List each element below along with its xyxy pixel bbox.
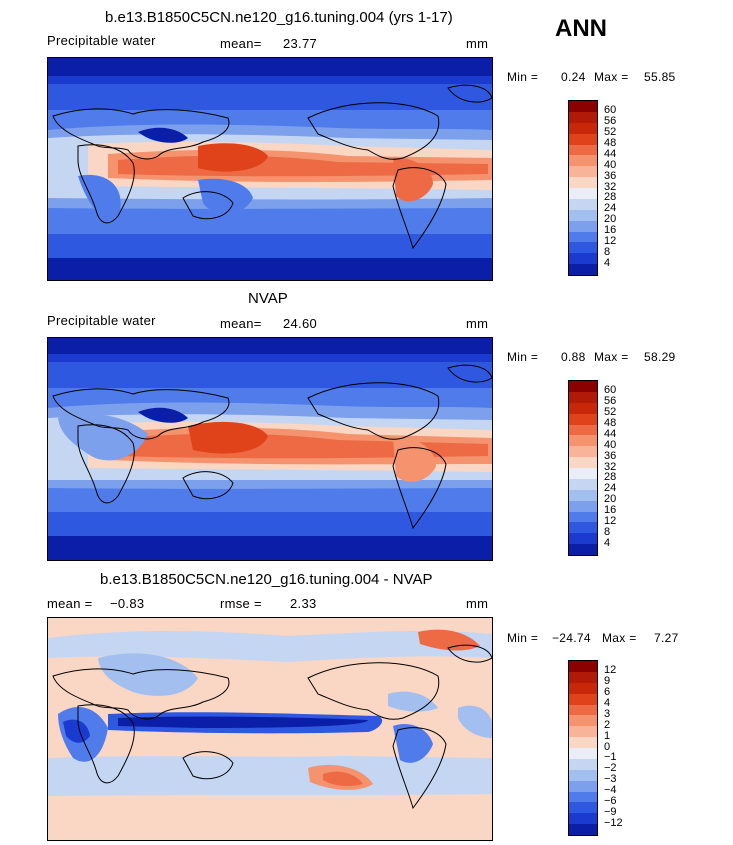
colorbar-1-tick-label: 32: [604, 181, 617, 193]
colorbar-2-tick-label: 52: [604, 406, 617, 418]
panel-3-min-value: −24.74: [552, 631, 591, 645]
panel-1-min-label: Min =: [507, 70, 539, 84]
colorbar-3-tick-label: 4: [604, 697, 611, 709]
colorbar-3-tick-label: 3: [604, 708, 611, 720]
panel-2-title: NVAP: [248, 290, 288, 307]
panel-3-title: b.e13.B1850C5CN.ne120_g16.tuning.004 - N…: [100, 571, 433, 588]
panel-2-min-value: 0.88: [561, 350, 586, 364]
colorbar-1-tick-label: 52: [604, 126, 617, 138]
colorbar-3-tick-label: −6: [604, 795, 617, 807]
colorbar-2-tick-label: 28: [604, 471, 617, 483]
colorbar-3-tick-label: −9: [604, 806, 617, 818]
colorbar-2-tick-label: 20: [604, 493, 617, 505]
colorbar-3-tick-label: −12: [604, 817, 623, 829]
panel-1-map-graphic: [48, 58, 492, 280]
colorbar-1-tick-label: 24: [604, 202, 617, 214]
panel-2-mean-value: 24.60: [283, 316, 318, 331]
panel-3-max-value: 7.27: [654, 631, 679, 645]
colorbar-2-tick-label: 24: [604, 482, 617, 494]
colorbar-2-tick-label: 44: [604, 428, 617, 440]
colorbar-1-tick-label: 40: [604, 159, 617, 171]
colorbar-1-tick-label: 16: [604, 224, 617, 236]
colorbar-1-tick-label: 4: [604, 257, 611, 269]
panel-1-units: mm: [466, 36, 489, 51]
colorbar-1-tick-label: 44: [604, 148, 617, 160]
panel-1-max-value: 55.85: [644, 70, 676, 84]
colorbar-3-tick-label: −1: [604, 751, 617, 763]
panel-1-title: b.e13.B1850C5CN.ne120_g16.tuning.004 (yr…: [105, 9, 453, 26]
panel-2-units: mm: [466, 316, 489, 331]
colorbar-2-tick-label: 48: [604, 417, 617, 429]
colorbar-2-tick-label: 56: [604, 395, 617, 407]
panel-2-map: [47, 337, 493, 561]
colorbar-2-tick-label: 12: [604, 515, 617, 527]
panel-1-colorbar: [568, 100, 598, 276]
panel-2-mean-label: mean=: [220, 316, 262, 331]
panel-3-mean-label: mean =: [47, 596, 93, 611]
colorbar-2-tick-label: 36: [604, 450, 617, 462]
colorbar-3-tick-label: 6: [604, 686, 611, 698]
colorbar-3-tick-label: 1: [604, 730, 611, 742]
panel-2-min-label: Min =: [507, 350, 539, 364]
panel-3-map: [47, 617, 493, 841]
panel-1-max-label: Max =: [594, 70, 629, 84]
panel-3-max-label: Max =: [602, 631, 637, 645]
panel-3-min-label: Min =: [507, 631, 539, 645]
colorbar-3-tick-label: 12: [604, 664, 617, 676]
panel-3-units: mm: [466, 596, 489, 611]
colorbar-2-tick-label: 32: [604, 461, 617, 473]
colorbar-3-tick-label: −2: [604, 762, 617, 774]
colorbar-2-tick-label: 16: [604, 504, 617, 516]
panel-1-mean-value: 23.77: [283, 36, 318, 51]
panel-2-max-value: 58.29: [644, 350, 676, 364]
panel-3-mean-value: −0.83: [110, 596, 145, 611]
panel-3-rmse-label: rmse =: [220, 596, 262, 611]
panel-2-map-graphic: [48, 338, 492, 560]
panel-3-map-graphic: [48, 618, 492, 840]
colorbar-3-tick-label: 2: [604, 719, 611, 731]
panel-2-variable-label: Precipitable water: [47, 313, 156, 328]
colorbar-1-tick-label: 36: [604, 170, 617, 182]
panel-2-max-label: Max =: [594, 350, 629, 364]
panel-1-variable-label: Precipitable water: [47, 33, 156, 48]
panel-1-mean-label: mean=: [220, 36, 262, 51]
panel-3-rmse-value: 2.33: [290, 596, 317, 611]
panel-1-min-value: 0.24: [561, 70, 586, 84]
colorbar-1-tick-label: 28: [604, 191, 617, 203]
colorbar-3-tick-label: −3: [604, 773, 617, 785]
colorbar-3-tick-label: 9: [604, 675, 611, 687]
colorbar-2-tick-label: 60: [604, 384, 617, 396]
colorbar-2-tick-label: 8: [604, 526, 611, 538]
colorbar-2-tick-label: 40: [604, 439, 617, 451]
colorbar-1-tick-label: 8: [604, 246, 611, 258]
season-label: ANN: [555, 15, 607, 42]
colorbar-2-tick-label: 4: [604, 537, 611, 549]
colorbar-1-tick-label: 60: [604, 104, 617, 116]
colorbar-1-tick-label: 12: [604, 235, 617, 247]
colorbar-3-tick-label: −4: [604, 784, 617, 796]
panel-3-colorbar: [568, 660, 598, 836]
colorbar-1-tick-label: 20: [604, 213, 617, 225]
panel-2-colorbar: [568, 380, 598, 556]
panel-1-map: [47, 57, 493, 281]
colorbar-1-tick-label: 56: [604, 115, 617, 127]
colorbar-3-tick-label: 0: [604, 741, 611, 753]
colorbar-1-tick-label: 48: [604, 137, 617, 149]
